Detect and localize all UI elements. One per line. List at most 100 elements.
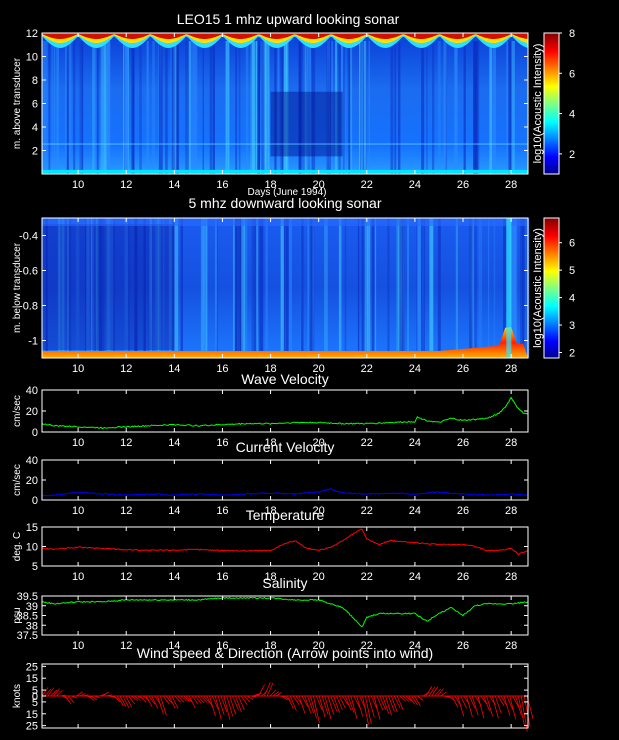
y-axis-label: knots — [12, 684, 23, 708]
heatmap-streak — [180, 218, 184, 358]
y-tick-label: 39.5 — [17, 591, 38, 603]
colorbar-tick-label: 2 — [569, 348, 575, 360]
heatmap-streak — [203, 218, 206, 358]
heatmap-streak — [100, 218, 105, 358]
heatmap-streak — [489, 41, 493, 174]
x-tick-label: 10 — [72, 505, 84, 517]
x-tick-label: 28 — [505, 571, 517, 583]
wind-vector — [289, 695, 297, 711]
wind-vector — [119, 695, 127, 707]
heatmap-streak — [327, 41, 330, 174]
wind-vector — [79, 693, 86, 697]
y-tick-label: 5 — [32, 697, 38, 709]
heatmap-streak — [254, 218, 258, 358]
x-tick-label: 20 — [313, 505, 325, 517]
heatmap-streak — [338, 218, 342, 358]
wind-vector — [128, 695, 135, 705]
wind-vector — [310, 695, 317, 719]
wind-vector — [191, 695, 199, 705]
heatmap-streak — [331, 41, 333, 174]
x-tick-label: 10 — [72, 640, 84, 652]
wind-vector — [50, 689, 57, 697]
heatmap-streak — [193, 41, 198, 174]
x-axis-label: Days (June 1994) — [248, 187, 327, 198]
x-tick-label: 12 — [120, 640, 132, 652]
x-tick-label: 18 — [264, 363, 276, 375]
wind-vector — [301, 695, 309, 707]
wind-vector — [203, 695, 211, 704]
y-tick-label: 40 — [26, 455, 38, 467]
panel-title: Temperature — [246, 507, 325, 523]
heatmap-streak — [426, 41, 428, 174]
wind-vector — [506, 695, 514, 711]
y-tick-label: 39 — [26, 601, 38, 613]
y-axis-label: cm/sec — [12, 395, 23, 427]
wind-vector — [330, 695, 338, 711]
wind-vector — [437, 688, 444, 697]
heatmap-streak — [307, 218, 312, 358]
heatmap-streak — [506, 218, 512, 358]
heatmap-streak — [302, 41, 305, 174]
wind-vector — [90, 695, 98, 701]
wind-vector — [503, 695, 511, 716]
wind-vector — [312, 695, 320, 724]
heatmap-streak — [255, 218, 259, 358]
wind-vector — [157, 695, 164, 715]
heatmap-streak — [174, 218, 179, 358]
heatmap-streak — [67, 218, 72, 358]
heatmap-streak — [260, 41, 265, 174]
heatmap-streak — [364, 218, 368, 358]
y-tick-label: 10 — [26, 52, 38, 64]
x-tick-label: 18 — [264, 179, 276, 191]
wind-vector — [76, 691, 83, 697]
heatmap-streak — [525, 218, 527, 358]
y-tick-label: 25 — [26, 661, 38, 673]
heatmap-streak — [513, 218, 518, 358]
heatmap-streak — [94, 41, 97, 174]
heatmap-streak — [53, 41, 56, 174]
y-tick-label: 37.5 — [17, 630, 38, 642]
heatmap-streak — [285, 218, 289, 358]
heatmap-streak — [143, 218, 146, 358]
wind-vector — [350, 695, 358, 719]
heatmap-streak — [417, 218, 422, 358]
heatmap-streak — [58, 218, 61, 358]
wind-vector — [235, 695, 242, 713]
heatmap-streak — [107, 41, 111, 174]
heatmap-streak — [81, 41, 84, 174]
heatmap-streak — [302, 218, 304, 358]
heatmap-streak — [75, 218, 80, 358]
panel-wind: Wind speed & Direction (Arrow points int… — [12, 645, 534, 733]
heatmap-streak — [100, 41, 104, 174]
heatmap-streak — [73, 41, 76, 174]
heatmap-streak — [488, 218, 490, 358]
colorbar-tick-label: 6 — [569, 238, 575, 250]
heatmap-band — [42, 218, 528, 226]
wind-vector — [125, 695, 133, 708]
wind-vector — [148, 695, 156, 705]
heatmap-streak — [234, 218, 238, 358]
heatmap-streak — [158, 41, 163, 174]
series-line — [41, 528, 529, 556]
heatmap-streak — [65, 41, 68, 174]
heatmap-streak — [437, 218, 441, 358]
wind-vector — [226, 695, 234, 717]
x-tick-label: 22 — [361, 437, 373, 449]
wind-vector — [177, 695, 184, 703]
y-axis-label: m. above transducer — [12, 57, 23, 149]
y-tick-label: 38.5 — [17, 611, 38, 623]
heatmap-streak — [61, 218, 65, 358]
heatmap-streak — [476, 41, 480, 174]
heatmap-streak — [437, 41, 441, 174]
heatmap-streak — [212, 41, 215, 174]
heatmap-streak — [225, 41, 230, 174]
heatmap-streak — [263, 41, 268, 174]
heatmap-streak — [469, 218, 473, 358]
heatmap-streak — [66, 41, 69, 174]
wind-vector — [385, 695, 392, 716]
y-tick-label: 8 — [32, 75, 38, 87]
heatmap-streak — [205, 218, 208, 358]
x-tick-label: 16 — [216, 179, 228, 191]
x-tick-label: 24 — [409, 505, 421, 517]
